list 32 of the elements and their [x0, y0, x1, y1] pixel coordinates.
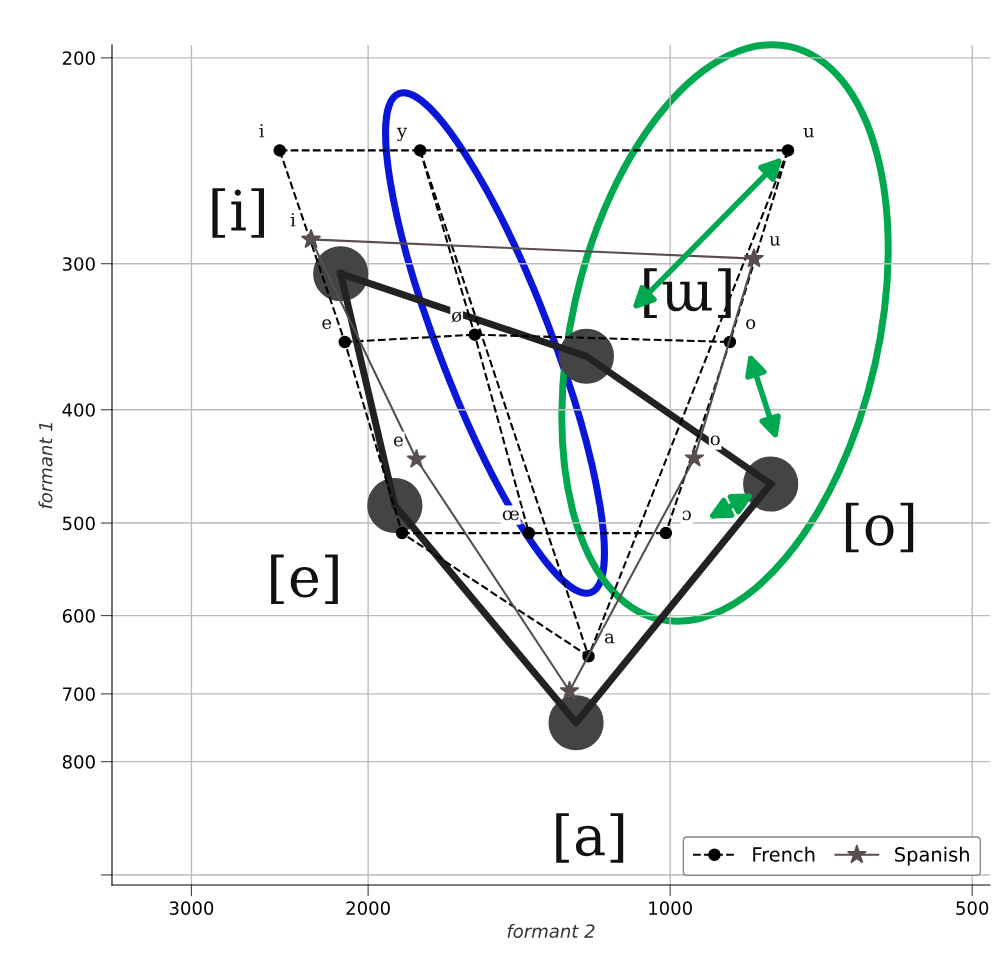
x-tick-label: 3000	[169, 901, 214, 915]
x-axis-title: formant 2	[507, 924, 595, 938]
y-tick-label: 800	[62, 755, 95, 769]
y-axis-title: formant 1	[38, 423, 53, 509]
legend-label: French	[753, 846, 815, 862]
annotation: [e]	[271, 554, 338, 605]
y-tick-label: 200	[62, 51, 95, 65]
annotation: e	[322, 319, 332, 330]
y-tick-label: 500	[62, 516, 95, 531]
x-tick-label: 2000	[346, 901, 390, 915]
x-tick-label: 1000	[649, 901, 692, 915]
annotation: o	[710, 435, 720, 446]
annotation: œ	[502, 510, 519, 521]
x-tick-label: 500	[956, 901, 989, 915]
annotation: ø	[451, 311, 462, 323]
annotation: u	[803, 127, 815, 138]
annotation: u	[769, 236, 780, 246]
y-tick-label: 600	[62, 609, 95, 623]
y-tick-label: 300	[62, 257, 95, 271]
annotation: [o]	[845, 502, 914, 553]
annotation: [i]	[212, 188, 265, 238]
annotation: o	[746, 319, 756, 330]
annotation: [a]	[556, 813, 624, 863]
y-tick-label: 700	[63, 687, 95, 701]
annotation: a	[604, 633, 615, 644]
legend-label: Spanish	[895, 846, 969, 866]
y-tick-label: 400	[62, 403, 95, 417]
annotation: y	[396, 127, 408, 142]
annotation: ɔ	[682, 510, 691, 521]
annotation: e	[393, 436, 403, 447]
annotation: i	[290, 213, 296, 227]
annotation: i	[259, 124, 265, 138]
